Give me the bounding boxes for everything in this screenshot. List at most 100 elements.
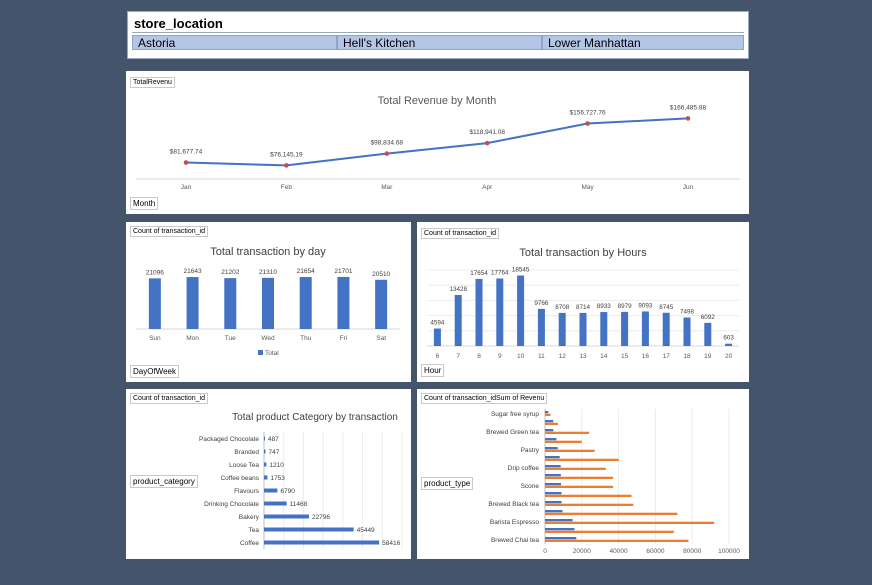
hour-data-label: 8745 [659, 304, 674, 311]
revenue-field-tag[interactable]: TotalRevenu [130, 77, 175, 88]
category-data-label: 45449 [357, 527, 375, 534]
hour-tick-label: 6 [436, 353, 440, 360]
slicer-item-lower-manhattan[interactable]: Lower Manhattan [542, 35, 744, 50]
type-count-bar [545, 411, 549, 414]
type-count-bar [545, 438, 557, 441]
hour-bar [433, 328, 441, 346]
month-tick-label: May [581, 184, 594, 191]
slicer-item-hells-kitchen[interactable]: Hell's Kitchen [337, 35, 542, 50]
type-tick-label: Barista Espresso [490, 519, 540, 526]
category-data-label: 1753 [270, 475, 285, 482]
hour-bar [725, 343, 733, 346]
category-data-label: 58416 [382, 540, 400, 547]
category-chart-panel: Count of transaction_id product_category… [126, 389, 411, 559]
day-data-label: 21096 [146, 269, 164, 276]
product-type-chart-panel: Count of transaction_idSum of Revenu pro… [417, 389, 749, 559]
type-x-tick-label: 40000 [610, 548, 628, 555]
category-data-label: 1210 [269, 462, 284, 469]
revenue-line-chart: Total Revenue by Month $81,677.74 Jan $76,1… [136, 95, 740, 191]
type-revenue-bar [545, 494, 632, 497]
day-bar [262, 277, 274, 329]
day-tick-label: Tue [225, 335, 236, 342]
hour-bar [704, 322, 712, 346]
type-tick-label: Pastry [521, 447, 540, 454]
revenue-data-label: $166,485.88 [670, 104, 707, 111]
hour-data-label: 18545 [512, 267, 530, 274]
type-revenue-bar [545, 476, 614, 479]
category-bar [264, 501, 287, 506]
category-tick-label: Packaged Chocolate [199, 436, 259, 443]
type-count-bar [545, 474, 561, 477]
category-bar [264, 514, 309, 519]
type-count-bar [545, 492, 562, 495]
day-data-label: 21310 [259, 269, 277, 276]
type-field-tag[interactable]: Count of transaction_idSum of Revenu [421, 393, 548, 404]
day-bar [375, 279, 388, 329]
month-tick-label: Jan [181, 184, 192, 191]
type-tick-label: Scone [521, 483, 540, 490]
legend-label: Total [265, 350, 279, 357]
type-revenue-bar [545, 440, 582, 443]
category-field-tag[interactable]: Count of transaction_id [130, 393, 208, 404]
hour-bar [683, 317, 691, 346]
day-bar [186, 277, 199, 329]
revenue-series-line [185, 117, 689, 167]
type-revenue-bar [545, 485, 614, 488]
category-bar [264, 462, 267, 467]
hour-tick-label: 18 [683, 353, 691, 360]
type-tick-label: Sugar free syrup [491, 411, 539, 418]
hour-tick-label: 17 [663, 353, 671, 360]
hour-data-label: 9766 [534, 300, 549, 307]
hour-bar [475, 278, 483, 346]
type-x-tick-label: 60000 [646, 548, 664, 555]
product-type-bar-chart: 0 20000 40000 60000 80000 100000 Sugar free sy… [486, 409, 740, 555]
category-bar [264, 449, 266, 454]
revenue-point [685, 116, 691, 121]
type-axis-tag[interactable]: product_type [421, 477, 474, 490]
hour-data-label: 8933 [597, 303, 612, 310]
legend-swatch [258, 350, 263, 355]
hour-data-label: 13428 [449, 286, 467, 293]
type-revenue-bar [545, 431, 590, 434]
revenue-data-label: $98,834.68 [371, 140, 404, 147]
type-revenue-bar [545, 449, 595, 452]
revenue-chart-panel: TotalRevenu Month Total Revenue by Month… [126, 71, 749, 214]
type-count-bar [545, 456, 560, 459]
month-tick-label: Feb [281, 184, 293, 191]
hour-tick-label: 12 [559, 353, 567, 360]
type-count-bar [545, 465, 561, 468]
type-tick-label: Drip coffee [508, 465, 540, 472]
day-field-tag[interactable]: Count of transaction_id [130, 226, 208, 237]
chart-title: Total Revenue by Month [378, 95, 497, 107]
type-count-bar [545, 447, 558, 450]
hour-tick-label: 7 [456, 353, 460, 360]
revenue-data-label: $76,145.19 [270, 151, 303, 158]
hour-data-label: 8714 [576, 304, 591, 311]
type-tick-label: Brewed Black tea [488, 501, 539, 508]
hour-bar [662, 312, 670, 346]
hour-tick-label: 8 [477, 353, 481, 360]
category-data-label: 22796 [312, 514, 330, 521]
hour-field-tag[interactable]: Count of transaction_id [421, 228, 499, 239]
day-axis-tag[interactable]: DayOfWeek [130, 365, 179, 378]
slicer-item-astoria[interactable]: Astoria [132, 35, 337, 50]
type-x-tick-label: 100000 [718, 548, 740, 555]
category-axis-tag[interactable]: product_category [130, 475, 198, 488]
type-revenue-bar [545, 422, 558, 425]
type-revenue-bar [545, 503, 634, 506]
category-data-label: 6790 [280, 488, 295, 495]
hour-data-label: 8708 [555, 304, 570, 311]
month-tick-label: Jun [683, 184, 694, 191]
hour-tick-label: 14 [600, 353, 608, 360]
type-x-tick-label: 20000 [573, 548, 591, 555]
revenue-axis-tag[interactable]: Month [130, 197, 159, 210]
type-count-bar [545, 483, 562, 486]
hour-axis-tag[interactable]: Hour [421, 364, 445, 377]
day-bar [337, 276, 350, 329]
revenue-point [384, 151, 390, 156]
type-revenue-bar [545, 530, 674, 533]
revenue-data-label: $118,941.08 [469, 129, 505, 136]
revenue-point [284, 163, 289, 168]
hour-data-label: 7498 [680, 309, 695, 316]
day-data-label: 20510 [372, 271, 390, 278]
